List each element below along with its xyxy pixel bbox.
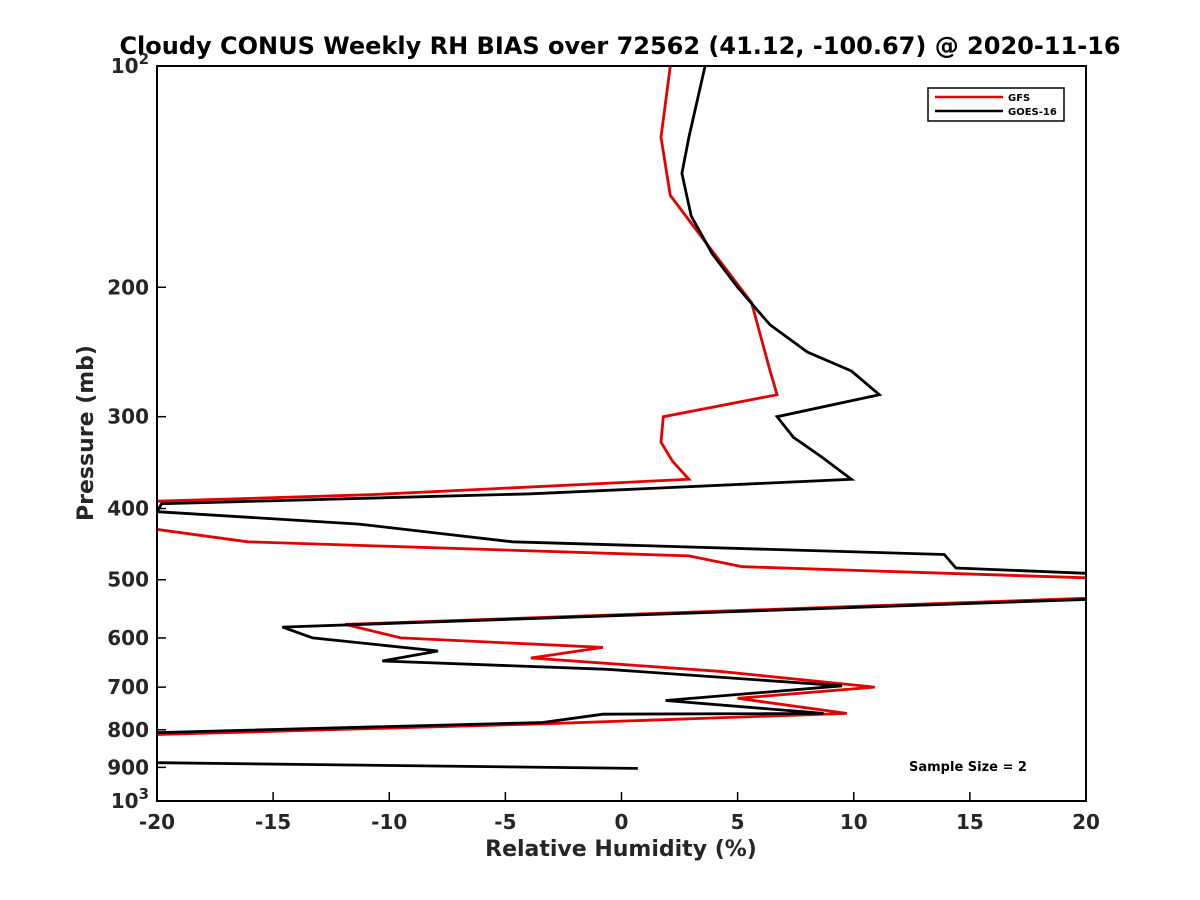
y-tick-label-0: 102 <box>111 50 149 78</box>
y-tick-label-2: 300 <box>107 405 149 429</box>
y-tick-label-9: 103 <box>111 785 149 813</box>
plot-lines <box>157 66 1086 770</box>
sample-size-annotation: Sample Size = 2 <box>909 760 1027 775</box>
y-tick-label-7: 800 <box>107 718 149 742</box>
y-axis-label: Pressure (mb) <box>74 345 99 521</box>
y-tick-label-1: 200 <box>107 275 149 299</box>
legend-box <box>927 87 1065 122</box>
x-tick-label-5: 5 <box>731 810 745 834</box>
series-line-gfs-0 <box>157 66 1086 736</box>
x-axis-label: Relative Humidity (%) <box>485 837 757 862</box>
x-tick-label-0: -20 <box>139 810 175 834</box>
x-axis-ticks: -20 -15 -10 -5 0 5 10 15 20 <box>139 792 1100 834</box>
x-tick-label-1: -15 <box>255 810 291 834</box>
chart-title: Cloudy CONUS Weekly RH BIAS over 72562 (… <box>119 32 1120 60</box>
series-line-goes-16-1 <box>157 66 1086 734</box>
y-tick-label-3: 400 <box>107 497 149 521</box>
x-tick-label-8: 20 <box>1072 810 1100 834</box>
y-tick-label-8: 900 <box>107 755 149 779</box>
y-tick-label-5: 600 <box>107 626 149 650</box>
legend-label-goes16: GOES-16 <box>1008 107 1057 118</box>
x-tick-label-7: 15 <box>956 810 984 834</box>
legend: GFS GOES-16 <box>927 87 1065 122</box>
x-tick-label-3: -5 <box>494 810 516 834</box>
y-tick-label-4: 500 <box>107 568 149 592</box>
x-tick-label-4: 0 <box>615 810 629 834</box>
x-tick-label-6: 10 <box>840 810 868 834</box>
x-tick-label-2: -10 <box>371 810 407 834</box>
series-line-goes-16-2 <box>157 761 638 770</box>
y-axis-ticks: 102 200 300 400 500 600 700 800 900 103 <box>107 50 166 813</box>
y-tick-label-6: 700 <box>107 675 149 699</box>
legend-label-gfs: GFS <box>1008 93 1030 104</box>
